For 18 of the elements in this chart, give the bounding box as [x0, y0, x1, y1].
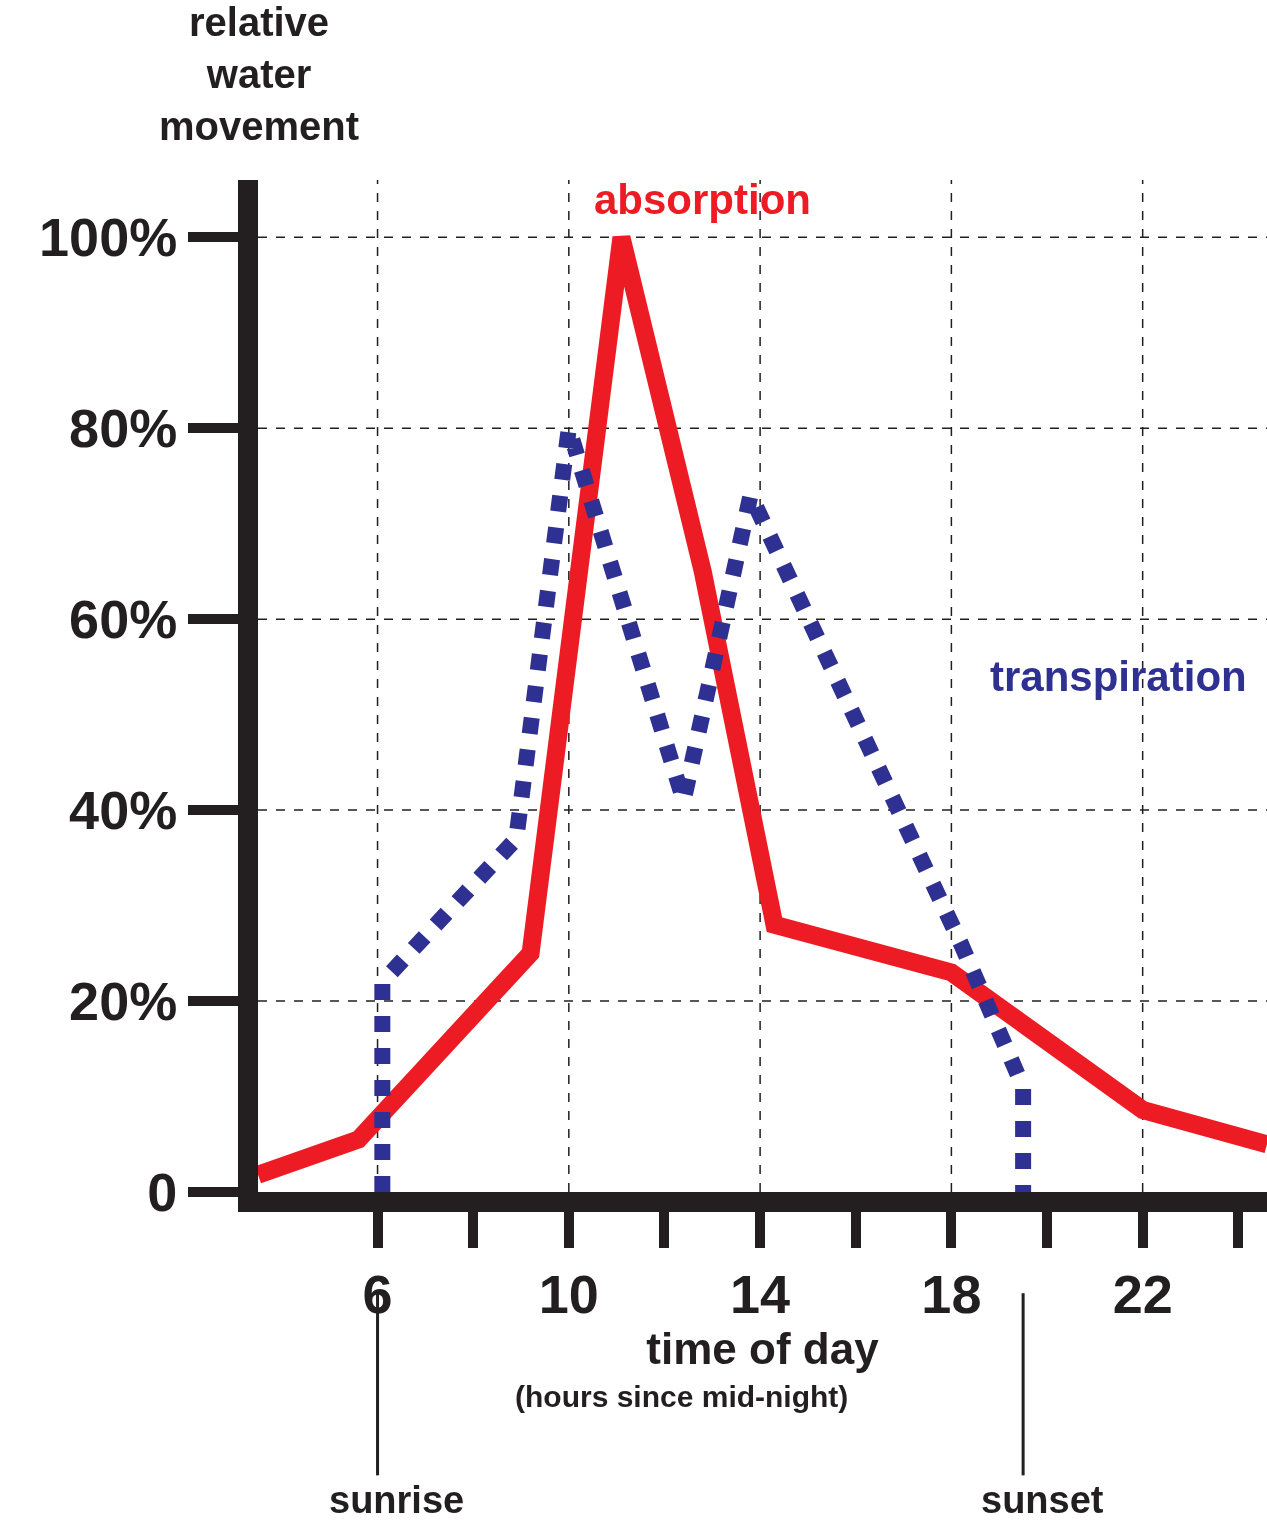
text: sunset [981, 1479, 1104, 1521]
x-tick-label: 6 [362, 1263, 393, 1324]
text: sunrise [329, 1479, 465, 1521]
y-axis-title: relative water movement [159, 0, 360, 148]
y-tick-label: 20% [69, 970, 178, 1031]
x-tick-label: 10 [538, 1263, 599, 1324]
text: (hours since mid-night) [515, 1380, 849, 1413]
y-tick-label: 0 [147, 1161, 178, 1222]
x-axis-title: time of day [646, 1323, 880, 1373]
series-label: absorption [594, 176, 811, 223]
y-tick-label: 100% [39, 207, 178, 268]
y-tick-label: 40% [69, 780, 178, 841]
x-tick-label: 22 [1112, 1263, 1173, 1324]
x-tick-label: 14 [730, 1263, 791, 1324]
x-tick-label: 18 [921, 1263, 982, 1324]
y-tick-label: 60% [69, 589, 178, 650]
y-tick-label: 80% [69, 398, 178, 459]
text: transpiration [990, 653, 1247, 700]
